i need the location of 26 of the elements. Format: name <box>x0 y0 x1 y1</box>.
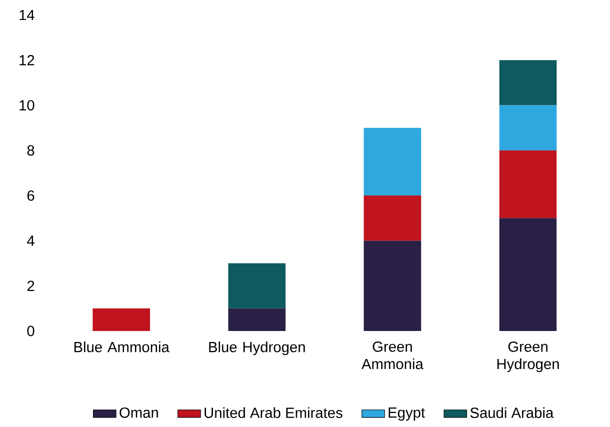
y-tick-label: 4 <box>27 236 34 246</box>
x-tick-label: Green Ammonia <box>361 341 424 370</box>
bar <box>364 128 422 196</box>
legend-label: Egypt <box>388 408 425 421</box>
bar <box>499 60 557 106</box>
bar <box>364 196 422 241</box>
bar <box>499 218 557 331</box>
y-tick-label: 6 <box>27 190 34 201</box>
bar <box>364 240 422 331</box>
y-tick-label: 10 <box>20 100 34 110</box>
x-tick-label: Green Hydrogen <box>497 341 559 372</box>
y-tick-label: 2 <box>27 280 34 291</box>
bar <box>92 308 150 331</box>
x-tick-label: Blue Hydrogen <box>209 341 305 356</box>
y-tick-label: 0 <box>27 326 34 336</box>
bar <box>228 263 286 308</box>
y-tick-label: 8 <box>27 145 34 156</box>
legend-label: Oman <box>120 407 158 418</box>
x-tick-label: Blue Ammonia <box>74 341 170 352</box>
legend-label: Saudi Arabia <box>470 407 554 418</box>
y-tick-label: 12 <box>20 55 34 66</box>
bar <box>499 150 557 218</box>
y-tick-label: 14 <box>20 10 34 20</box>
legend-label: United Arab Emirates <box>204 407 342 418</box>
bar <box>499 105 557 150</box>
bar <box>228 308 286 331</box>
